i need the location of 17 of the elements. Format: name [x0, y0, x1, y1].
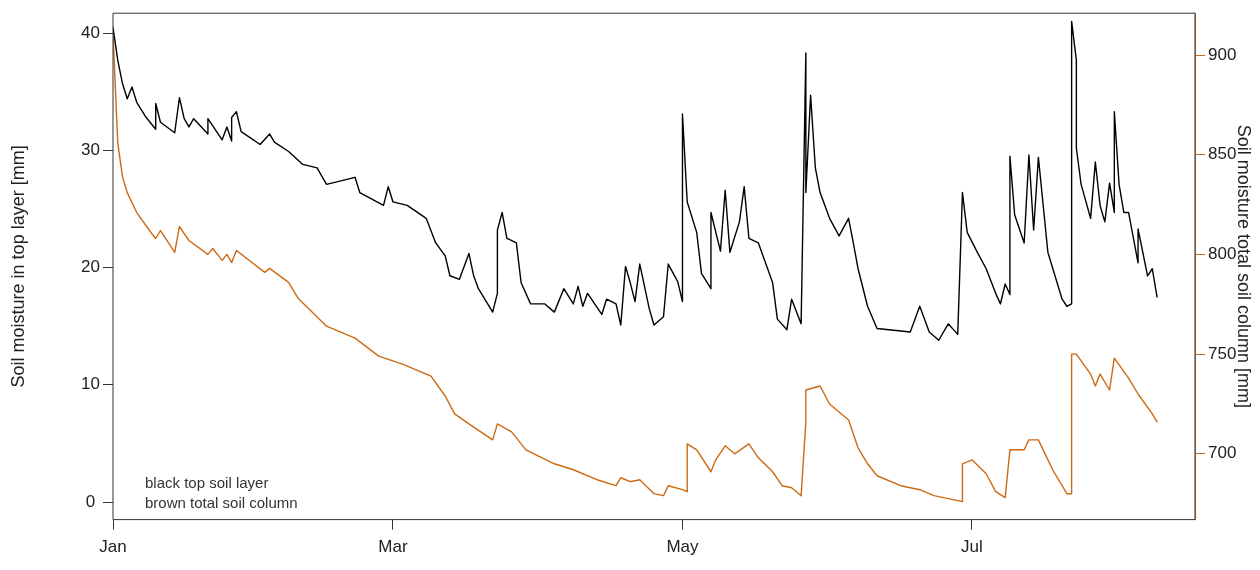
x-tick-label: Jan: [99, 537, 127, 557]
y-tick-label: 40: [81, 22, 101, 42]
y2-tick-label: 700: [1207, 443, 1237, 463]
x-tick-label: Jul: [961, 537, 983, 557]
x-tick-label: May: [666, 537, 700, 557]
y2-tick-label: 750: [1207, 343, 1237, 363]
y2-tick-label: 850: [1207, 144, 1237, 164]
annotation: black top soil layer: [145, 473, 269, 491]
x-tick-label: Mar: [378, 537, 408, 557]
y2-tick-label: 900: [1207, 44, 1237, 64]
y-tick-label: 0: [85, 491, 96, 511]
y2-tick-label: 800: [1207, 244, 1237, 264]
y-tick-label: 20: [81, 257, 101, 277]
annotation: brown total soil column: [145, 493, 298, 511]
y-axis-title: Soil moisture in top layer [mm]: [7, 145, 28, 388]
y-tick-label: 30: [81, 140, 101, 160]
y-tick-label: 10: [81, 374, 101, 394]
